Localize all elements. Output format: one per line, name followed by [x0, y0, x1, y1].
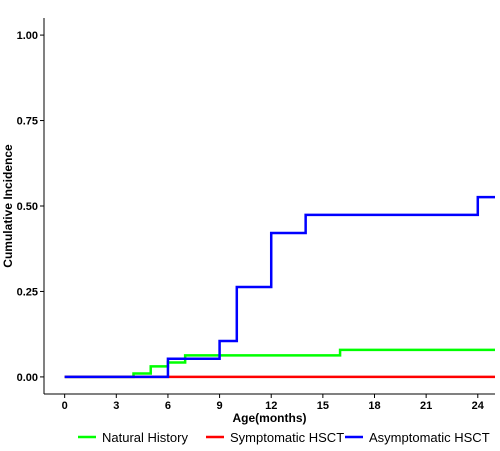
x-axis-title: Age(months) [233, 411, 307, 425]
x-tick-label: 15 [317, 400, 329, 412]
x-tick-label: 9 [217, 400, 223, 412]
legend-label-natural-history: Natural History [102, 430, 188, 445]
x-tick-label: 0 [62, 400, 68, 412]
series-line-asymptomatic-hsct [64, 195, 495, 379]
x-tick-label: 3 [113, 400, 119, 412]
series-line-natural-history [64, 348, 495, 379]
y-axis-title: Cumulative Incidence [1, 144, 15, 268]
series-layer [64, 195, 495, 379]
y-axis-ticks: 0.00 0.25 0.50 0.75 1.00 [17, 30, 44, 384]
y-tick-label: 0.25 [17, 286, 38, 298]
x-axis-ticks: 0 3 6 9 12 15 18 21 24 [62, 394, 485, 412]
y-tick-label: 0.50 [17, 201, 38, 213]
x-tick-label: 24 [472, 400, 485, 412]
x-tick-label: 21 [420, 400, 432, 412]
y-tick-label: 0.00 [17, 372, 38, 384]
legend: Natural History Symptomatic HSCT Asymptoma… [78, 430, 490, 445]
legend-label-asymptomatic-hsct: Asymptomatic HSCT [369, 430, 490, 445]
y-tick-label: 1.00 [17, 30, 38, 42]
x-tick-label: 18 [368, 400, 380, 412]
legend-label-symptomatic-hsct: Symptomatic HSCT [230, 430, 344, 445]
x-tick-label: 12 [265, 400, 277, 412]
x-tick-label: 6 [165, 400, 171, 412]
y-tick-label: 0.75 [17, 116, 38, 128]
